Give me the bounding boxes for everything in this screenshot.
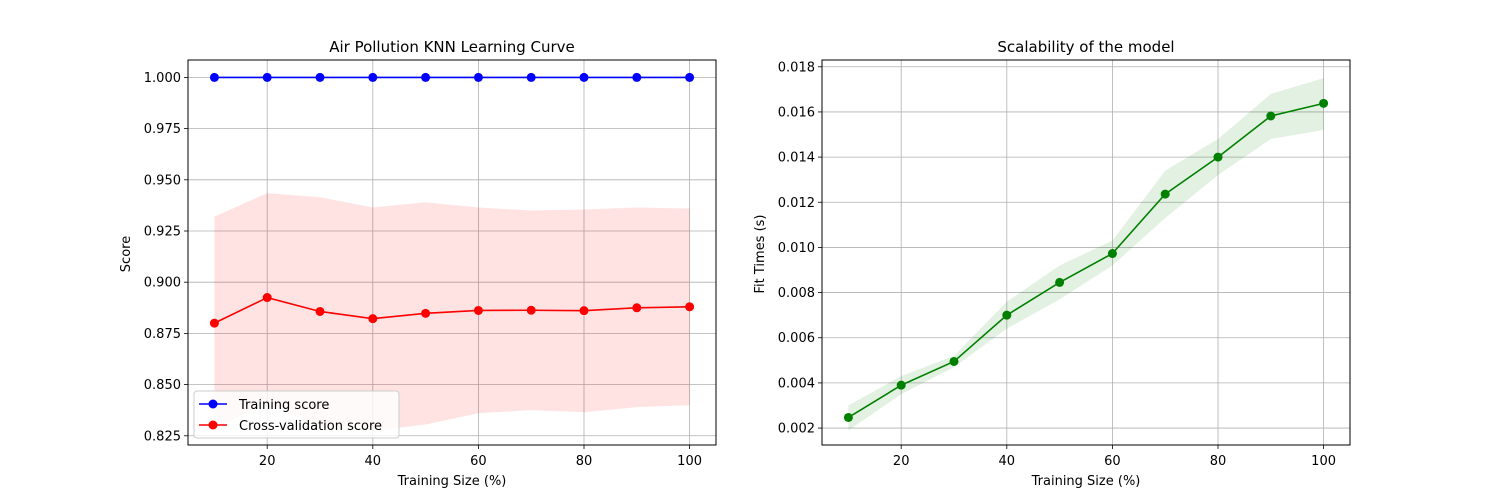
y-tick-label: 0.006 bbox=[778, 331, 815, 346]
scalability-chart: Scalability of the model Training Size (… bbox=[753, 38, 1351, 489]
chart-title: Scalability of the model bbox=[997, 38, 1174, 56]
data-point bbox=[421, 308, 431, 318]
x-tick-label: 60 bbox=[1104, 454, 1121, 469]
learning-curve-chart: Air Pollution KNN Learning Curve Trainin… bbox=[119, 38, 717, 489]
y-tick-label: 0.008 bbox=[778, 286, 815, 301]
series-line bbox=[847, 102, 1324, 419]
data-point bbox=[1002, 310, 1012, 320]
y-tick-label: 0.016 bbox=[778, 105, 815, 120]
data-point bbox=[526, 305, 536, 315]
data-point bbox=[685, 72, 695, 82]
data-point bbox=[421, 72, 431, 82]
x-tick-label: 80 bbox=[1210, 454, 1227, 469]
x-axis-label: Training Size (%) bbox=[1031, 474, 1141, 489]
x-tick-label: 40 bbox=[365, 454, 382, 469]
data-point bbox=[843, 412, 853, 422]
y-tick-label: 0.004 bbox=[778, 376, 815, 391]
y-tick-label: 0.875 bbox=[144, 327, 181, 342]
plot-frame bbox=[187, 59, 717, 446]
data-point bbox=[632, 72, 642, 82]
data-point bbox=[473, 72, 483, 82]
y-tick-label: 0.825 bbox=[144, 429, 181, 444]
y-tick-label: 0.010 bbox=[778, 241, 815, 256]
x-tick-label: 60 bbox=[470, 454, 487, 469]
data-point bbox=[262, 293, 272, 303]
data-point bbox=[473, 305, 483, 315]
legend: Training score Cross-validation score bbox=[193, 390, 400, 439]
data-point bbox=[1266, 111, 1276, 121]
data-point bbox=[685, 302, 695, 312]
data-point bbox=[315, 72, 325, 82]
y-tick-label: 0.018 bbox=[778, 60, 815, 75]
y-tick-label: 0.014 bbox=[778, 151, 815, 166]
y-axis-label: Fit Times (s) bbox=[753, 214, 768, 293]
data-point bbox=[315, 306, 325, 316]
series-line bbox=[214, 296, 690, 324]
data-point bbox=[1055, 277, 1065, 287]
data-point bbox=[632, 303, 642, 313]
x-tick-label: 100 bbox=[1311, 454, 1336, 469]
y-tick-label: 0.850 bbox=[144, 378, 181, 393]
legend-marker-training bbox=[208, 399, 218, 409]
y-tick-label: 1.000 bbox=[144, 71, 181, 86]
data-point bbox=[368, 72, 378, 82]
data-point bbox=[262, 72, 272, 82]
legend-label-cross-validation: Cross-validation score bbox=[239, 419, 382, 434]
legend-box bbox=[193, 390, 400, 439]
data-point bbox=[579, 72, 589, 82]
y-tick-label: 0.925 bbox=[144, 224, 181, 239]
data-point bbox=[209, 72, 219, 82]
x-tick-label: 40 bbox=[999, 454, 1016, 469]
data-point bbox=[949, 356, 959, 366]
y-tick-label: 0.002 bbox=[778, 422, 815, 437]
data-point bbox=[1319, 98, 1329, 108]
chart-title: Air Pollution KNN Learning Curve bbox=[329, 38, 575, 56]
x-tick-label: 20 bbox=[259, 454, 276, 469]
data-point bbox=[1107, 249, 1117, 259]
data-point bbox=[896, 380, 906, 390]
legend-label-training: Training score bbox=[238, 398, 329, 413]
data-point bbox=[526, 72, 536, 82]
y-tick-label: 0.950 bbox=[144, 173, 181, 188]
y-tick-label: 0.012 bbox=[778, 196, 815, 211]
plot-frame bbox=[821, 59, 1351, 446]
x-tick-label: 20 bbox=[893, 454, 910, 469]
x-tick-label: 100 bbox=[677, 454, 702, 469]
y-tick-label: 0.900 bbox=[144, 276, 181, 291]
data-point bbox=[1160, 189, 1170, 199]
y-axis-label: Score bbox=[119, 236, 134, 272]
data-point bbox=[579, 306, 589, 316]
x-axis-label: Training Size (%) bbox=[397, 474, 507, 489]
y-tick-label: 0.975 bbox=[144, 122, 181, 137]
data-point bbox=[209, 318, 219, 328]
x-tick-label: 80 bbox=[576, 454, 593, 469]
legend-marker-cross-validation bbox=[208, 420, 218, 430]
data-point bbox=[368, 314, 378, 324]
data-point bbox=[1213, 152, 1223, 162]
